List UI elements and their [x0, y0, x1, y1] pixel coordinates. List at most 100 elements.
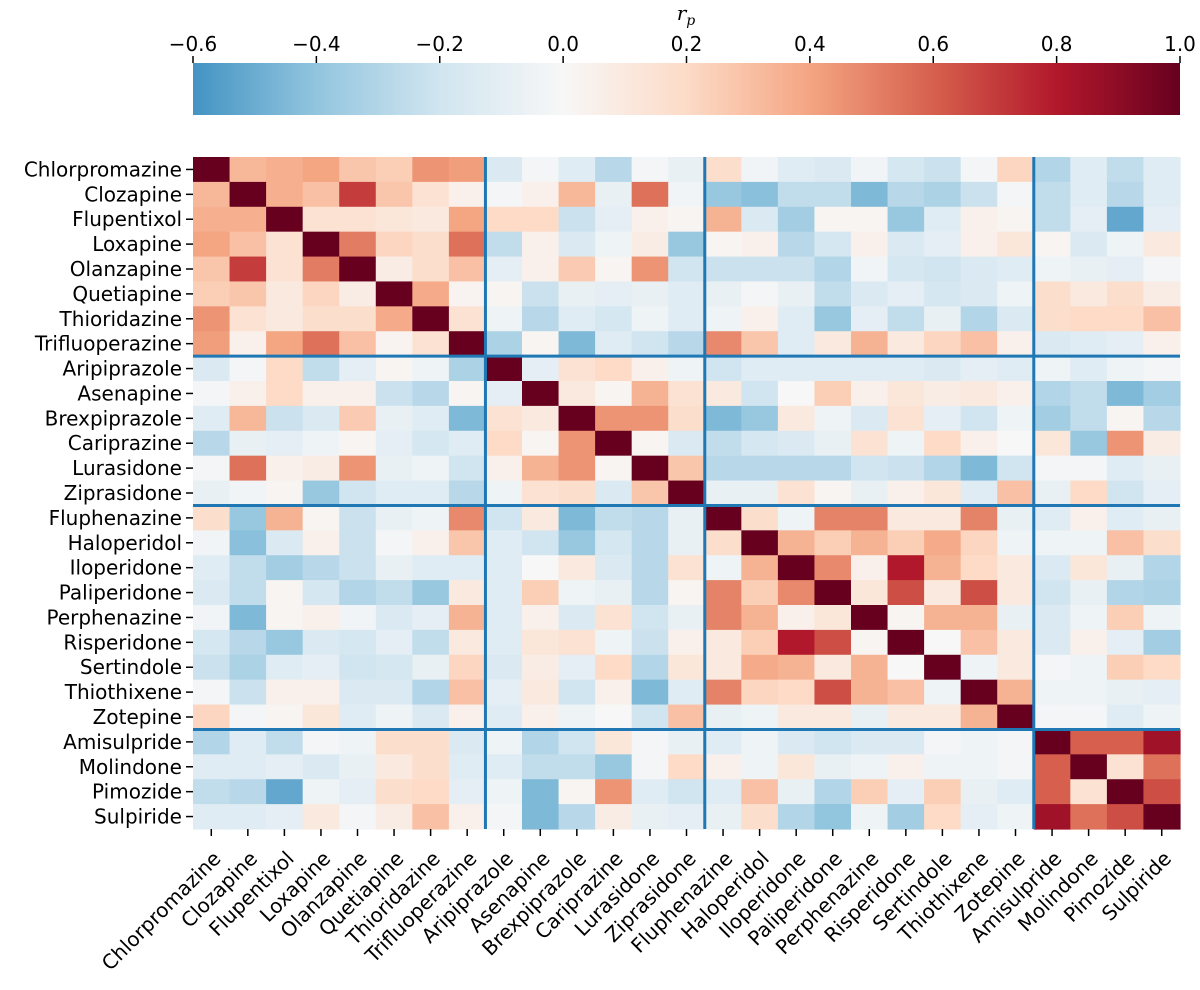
heatmap-cell	[193, 580, 231, 606]
heatmap-cell	[851, 754, 889, 780]
heatmap-cell	[924, 480, 962, 507]
heatmap-cell	[1106, 729, 1145, 755]
heatmap-cell	[339, 679, 377, 706]
heatmap-cell	[302, 281, 340, 307]
heatmap-cell	[960, 181, 998, 208]
heatmap-cell	[851, 555, 889, 581]
heatmap-cell	[375, 430, 413, 457]
heatmap-cell	[960, 729, 998, 755]
heatmap-cell	[960, 754, 998, 780]
heatmap-cell	[1106, 679, 1145, 706]
heatmap-cell	[631, 306, 669, 332]
heatmap-cell	[485, 381, 523, 407]
heatmap-cell	[1070, 729, 1108, 755]
heatmap-cell	[302, 206, 340, 233]
heatmap-cell	[412, 779, 450, 805]
heatmap-cell	[741, 331, 779, 357]
heatmap-cell	[522, 605, 560, 631]
heatmap-cell	[851, 679, 889, 706]
heatmap-cell	[1143, 231, 1181, 258]
heatmap-cell	[960, 505, 998, 531]
heatmap-cell	[1106, 256, 1145, 283]
heatmap-cell	[229, 629, 267, 656]
heatmap-cell	[412, 381, 450, 407]
heatmap-cell	[1143, 306, 1181, 332]
y-tick-label: Loxapine	[92, 232, 182, 256]
heatmap-cell	[558, 231, 596, 258]
heatmap-cell	[1143, 530, 1181, 556]
heatmap-cell	[485, 505, 523, 531]
heatmap-cell	[1070, 530, 1108, 556]
heatmap-cell	[960, 530, 998, 556]
y-tick-label: Thioridazine	[59, 307, 182, 331]
heatmap-cell	[1033, 629, 1071, 656]
heatmap-cell	[1143, 555, 1181, 581]
heatmap-cell	[412, 356, 450, 382]
heatmap-cell	[266, 605, 304, 631]
heatmap-cell	[704, 430, 742, 457]
heatmap-cell	[887, 779, 925, 805]
heatmap-cell	[960, 405, 998, 432]
heatmap-cell	[887, 430, 925, 457]
heatmap-cell	[668, 181, 706, 208]
heatmap-cell	[997, 804, 1035, 830]
heatmap-cell	[997, 356, 1035, 382]
heatmap-cell	[960, 555, 998, 581]
heatmap-cell	[668, 256, 706, 283]
heatmap-cell	[851, 381, 889, 407]
heatmap-cell	[193, 779, 231, 805]
heatmap-cell	[1033, 779, 1071, 805]
heatmap-cell	[302, 181, 340, 208]
heatmap-cell	[193, 381, 231, 407]
heatmap-cell	[924, 729, 962, 755]
heatmap-cell	[558, 157, 596, 183]
y-tick-label: Fluphenazine	[49, 506, 182, 530]
heatmap-cell	[777, 804, 816, 830]
heatmap-cell	[1070, 157, 1108, 183]
heatmap-cell	[302, 704, 340, 731]
heatmap-cell	[558, 331, 596, 357]
heatmap-cell	[704, 530, 742, 556]
heatmap-cell	[851, 306, 889, 332]
heatmap-cell	[375, 231, 413, 258]
heatmap-cell	[887, 405, 925, 432]
heatmap-cell	[814, 580, 852, 606]
heatmap-cell	[448, 281, 487, 307]
heatmap-cell	[1033, 455, 1071, 482]
heatmap-cell	[339, 356, 377, 382]
heatmap-cell	[193, 157, 231, 183]
group-dividers	[193, 157, 1180, 829]
heatmap-cell	[631, 779, 669, 805]
heatmap-cell	[485, 804, 523, 830]
heatmap-cell	[777, 679, 816, 706]
heatmap-cell	[997, 405, 1035, 432]
heatmap-cell	[668, 505, 706, 531]
heatmap-cell	[1143, 430, 1181, 457]
heatmap-cell	[448, 455, 487, 482]
heatmap-cell	[997, 555, 1035, 581]
y-tick-label: Molindone	[79, 755, 182, 779]
heatmap-cell	[997, 480, 1035, 507]
heatmap-cell	[631, 256, 669, 283]
heatmap-cell	[229, 480, 267, 507]
heatmap-cell	[777, 779, 816, 805]
heatmap-cell	[229, 306, 267, 332]
heatmap-cell	[339, 206, 377, 233]
heatmap-cell	[595, 580, 633, 606]
heatmap-cell	[1143, 181, 1181, 208]
heatmap-cell	[741, 679, 779, 706]
heatmap-cell	[558, 455, 596, 482]
heatmap-cell	[924, 231, 962, 258]
heatmap-cell	[997, 629, 1035, 656]
heatmap-cell	[229, 530, 267, 556]
heatmap-cell	[1070, 779, 1108, 805]
heatmap-cell	[741, 256, 779, 283]
heatmap-cell	[741, 555, 779, 581]
heatmap-cell	[960, 281, 998, 307]
heatmap-cell	[522, 455, 560, 482]
heatmap-cell	[777, 381, 816, 407]
heatmap-cell	[595, 306, 633, 332]
heatmap-cell	[485, 779, 523, 805]
heatmap-cell	[1070, 356, 1108, 382]
y-tick-labels: ChlorpromazineClozapineFlupentixolLoxapi…	[24, 157, 193, 829]
